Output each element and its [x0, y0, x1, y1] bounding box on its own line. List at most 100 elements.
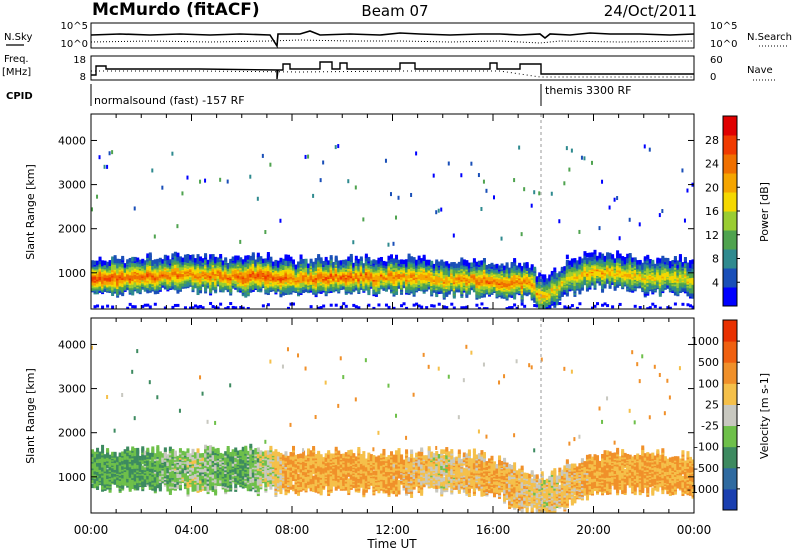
power-ground-cell: [520, 302, 524, 306]
power-echo-cell: [593, 249, 597, 255]
power-ground-cell: [334, 303, 338, 307]
power-echo-cell: [616, 250, 620, 255]
sky-right-tick-bottom: 10^0: [710, 39, 737, 50]
power-scatter-cell: [226, 179, 229, 184]
power-ground-cell: [515, 306, 519, 309]
power-ground-cell: [354, 305, 358, 309]
beam-title: Beam 07: [361, 2, 428, 20]
power-scatter-cell: [432, 173, 435, 178]
power-echo-cell: [224, 257, 228, 262]
power-scatter-cell: [628, 217, 631, 222]
freq-unit-label: [MHz]: [2, 67, 31, 78]
power-echo-cell: [121, 255, 125, 261]
power-ground-cell: [309, 305, 313, 309]
power-echo-cell: [462, 259, 466, 264]
power-echo-cell: [191, 254, 195, 259]
power-echo-cell: [505, 262, 509, 267]
power-scatter-cell: [133, 206, 136, 211]
power-echo-cell: [656, 257, 660, 263]
power-echo-cell: [601, 253, 605, 259]
power-echo-cell: [545, 278, 549, 283]
power-echo-cell: [188, 255, 192, 260]
power-echo-cell: [498, 265, 502, 270]
power-echo-cell: [354, 255, 358, 261]
power-scatter-cell: [279, 218, 282, 223]
power-ground-cell: [229, 302, 233, 306]
power-ground-cell: [432, 304, 436, 308]
power-echo-cell: [525, 262, 529, 267]
power-ground-cell: [477, 307, 481, 309]
power-echo-cell: [349, 253, 353, 259]
power-echo-cell: [206, 259, 210, 265]
power-ground-cell: [480, 302, 484, 306]
power-echo-cell: [261, 258, 265, 264]
power-echo-cell: [327, 260, 331, 265]
power-ground-cell: [658, 306, 662, 309]
power-echo-cell: [452, 262, 456, 267]
power-ground-cell: [106, 304, 110, 308]
power-echo-cell: [186, 254, 190, 259]
power-ground-cell: [387, 305, 391, 309]
power-scatter-cell: [256, 196, 259, 201]
power-echo-cell: [163, 254, 167, 260]
power-echo-cell: [319, 257, 323, 262]
power-echo-cell: [166, 258, 170, 264]
power-echo-cell: [575, 260, 579, 265]
power-echo-cell: [317, 254, 321, 259]
power-echo-cell: [407, 253, 411, 259]
power-echo-cell: [405, 262, 409, 267]
sky-left-tick-bottom: 10^0: [61, 39, 88, 50]
power-scatter-cell: [395, 215, 398, 220]
power-scatter-cell: [186, 175, 189, 180]
power-echo-cell: [161, 259, 165, 264]
power-echo-cell: [314, 258, 318, 263]
power-scatter-cell: [362, 217, 365, 222]
power-echo-cell: [389, 254, 393, 259]
power-ground-cell: [146, 303, 150, 307]
power-echo-cell: [229, 258, 233, 264]
power-echo-cell: [199, 256, 203, 261]
power-echo-cell: [322, 260, 326, 266]
power-echo-cell: [402, 259, 406, 265]
power-scatter-cell: [470, 161, 473, 166]
power-ground-cell: [590, 306, 594, 309]
power-echo-cell: [387, 255, 391, 261]
power-echo-cell: [520, 266, 524, 271]
power-echo-cell: [410, 256, 414, 261]
sky-right-tick-top: 10^5: [710, 21, 737, 32]
power-echo-cell: [374, 260, 378, 265]
power-echo-cell: [96, 260, 100, 266]
power-echo-cell: [274, 259, 278, 265]
power-echo-cell: [204, 253, 208, 258]
freq-panel: Freq. [MHz] 18 8 60 0 Nave: [2, 54, 775, 83]
power-scatter-cell: [563, 181, 566, 186]
power-echo-cell: [626, 256, 630, 262]
power-echo-cell: [440, 259, 444, 265]
power-echo-cell: [254, 259, 258, 264]
power-echo-cell: [329, 255, 333, 260]
power-echo-cell: [141, 258, 145, 264]
power-echo-cell: [565, 254, 569, 260]
power-echo-cell: [455, 263, 459, 269]
power-ground-cell: [648, 306, 652, 309]
power-ground-cell: [201, 306, 205, 309]
power-echo-cell: [648, 259, 652, 264]
power-ground-cell: [246, 307, 250, 309]
power-echo-cell: [211, 254, 215, 259]
power-ground-cell: [101, 305, 105, 309]
power-scatter-cell: [354, 185, 357, 190]
power-scatter-cell: [98, 155, 101, 160]
power-scatter-cell: [269, 162, 272, 167]
power-echo-cell: [550, 270, 554, 276]
power-scatter-cell: [181, 191, 184, 196]
power-echo-cell: [493, 264, 497, 270]
power-ground-cell: [188, 306, 192, 309]
power-echo-cell: [405, 259, 409, 264]
power-scatter-cell: [106, 164, 109, 169]
power-ground-cell: [565, 306, 569, 309]
power-scatter-cell: [264, 230, 267, 235]
power-echo-cell: [158, 257, 162, 263]
power-echo-cell: [623, 259, 627, 264]
